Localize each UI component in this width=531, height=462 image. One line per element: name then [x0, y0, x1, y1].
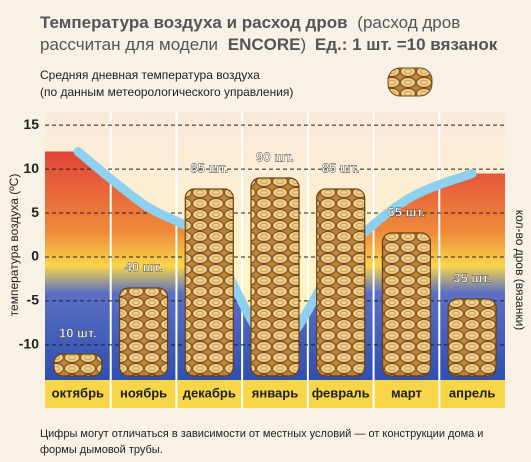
wood-bar [447, 298, 497, 377]
month-band [45, 380, 505, 408]
wood-value-label: 85 шт. [322, 160, 360, 175]
wood-value-label: 90 шт. [256, 149, 294, 164]
wood-bar [184, 188, 234, 377]
note: Цифры могут отличаться в зависимости от … [40, 428, 483, 440]
title-part: Температура воздуха и расход дров [40, 13, 348, 32]
x-tick-label: апрель [449, 385, 496, 400]
wood-value-label: 65 шт. [388, 204, 426, 219]
wood-value-label: 35 шт. [453, 270, 491, 285]
title: рассчитан для модели ENCORE) Ед.: 1 шт. … [40, 35, 498, 54]
y-tick-label: 15 [23, 116, 39, 132]
x-tick-label: февраль [312, 385, 370, 400]
subtitle: Средняя дневная температура воздуха [40, 68, 260, 82]
y2-axis-label: кол-во дров (вязанки) [513, 210, 527, 331]
wood-bar [53, 353, 103, 377]
wood-bar [118, 287, 169, 377]
y-tick-label: 10 [23, 160, 39, 176]
wood-value-label: 40 шт. [125, 259, 163, 274]
wood-bar [250, 177, 300, 377]
x-tick-label: март [391, 385, 422, 400]
x-tick-label: ноябрь [120, 385, 167, 400]
wood-value-label: 10 шт. [59, 325, 97, 340]
title-part: ) [300, 35, 306, 54]
title: Температура воздуха и расход дров (расхо… [40, 13, 460, 32]
y-axis-label: температура воздуха (ºC) [7, 174, 21, 317]
wood-bar [381, 232, 432, 377]
x-tick-label: январь [252, 385, 298, 400]
y-tick-label: 0 [31, 248, 39, 264]
x-tick-label: декабрь [183, 385, 236, 400]
title-part: Ед.: 1 шт. =10 вязанок [315, 35, 498, 54]
title-part: (расход дров [357, 13, 460, 32]
wood-value-label: 85 шт. [190, 160, 228, 175]
title-part: рассчитан для модели [40, 35, 218, 54]
y-tick-label: -10 [19, 336, 39, 352]
wood-bar [316, 188, 366, 377]
y-tick-label: -5 [27, 292, 40, 308]
y-tick-label: 5 [31, 204, 39, 220]
x-tick-label: октябрь [52, 385, 104, 400]
subtitle: (по данным метеорологического управления… [40, 85, 293, 99]
note: формы дымовой трубы. [40, 444, 163, 456]
title-part: ENCORE [228, 35, 301, 54]
bundle-icon [387, 67, 433, 97]
